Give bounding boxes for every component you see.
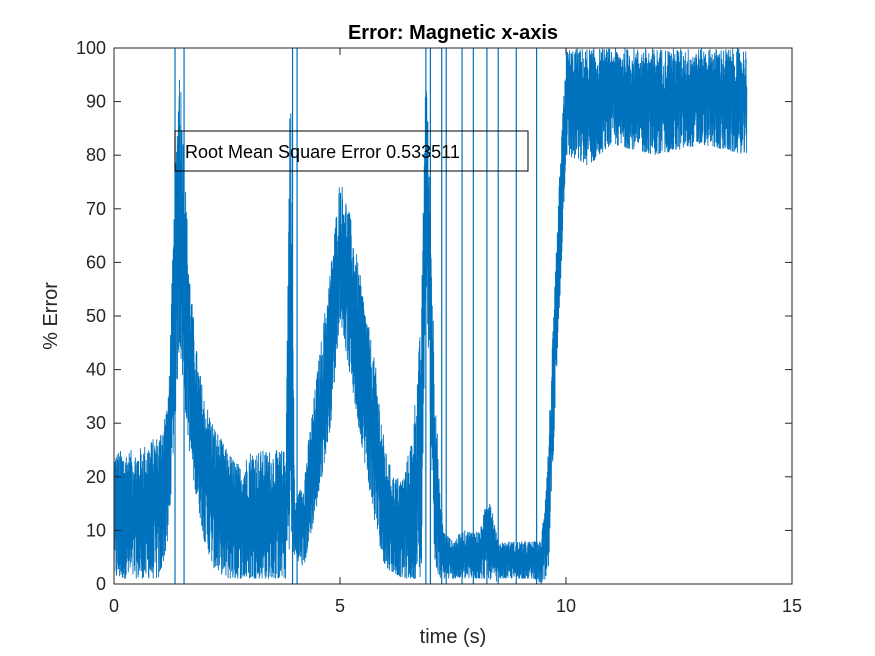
y-tick-label-5: 50 xyxy=(86,306,106,326)
y-tick-label-1: 10 xyxy=(86,520,106,540)
annotation-box: Root Mean Square Error 0.533511 xyxy=(174,130,529,172)
x-tick-label-2: 10 xyxy=(556,596,576,616)
y-tick-label-2: 20 xyxy=(86,467,106,487)
y-tick-label-3: 30 xyxy=(86,413,106,433)
x-tick-label-3: 15 xyxy=(782,596,802,616)
y-tick-label-6: 60 xyxy=(86,252,106,272)
tick-labels: 0 5 10 15 0 10 20 30 40 50 60 70 80 90 100 xyxy=(76,38,802,616)
y-tick-label-10: 100 xyxy=(76,38,106,58)
x-axis-label: time (s) xyxy=(420,626,487,648)
x-tick-label-1: 5 xyxy=(335,596,345,616)
y-axis-label: % Error xyxy=(40,282,62,350)
y-tick-label-8: 80 xyxy=(86,145,106,165)
annotation-border xyxy=(174,130,529,172)
y-tick-label-0: 0 xyxy=(96,574,106,594)
y-tick-label-9: 90 xyxy=(86,92,106,112)
plot-data-layer xyxy=(114,48,748,584)
x-tick-label-0: 0 xyxy=(109,596,119,616)
annotation-text: Root Mean Square Error 0.533511 xyxy=(185,142,460,162)
y-tick-label-7: 70 xyxy=(86,199,106,219)
y-tick-label-4: 40 xyxy=(86,360,106,380)
tick-marks xyxy=(113,47,793,585)
chart-title: Error: Magnetic x-axis xyxy=(348,22,558,44)
